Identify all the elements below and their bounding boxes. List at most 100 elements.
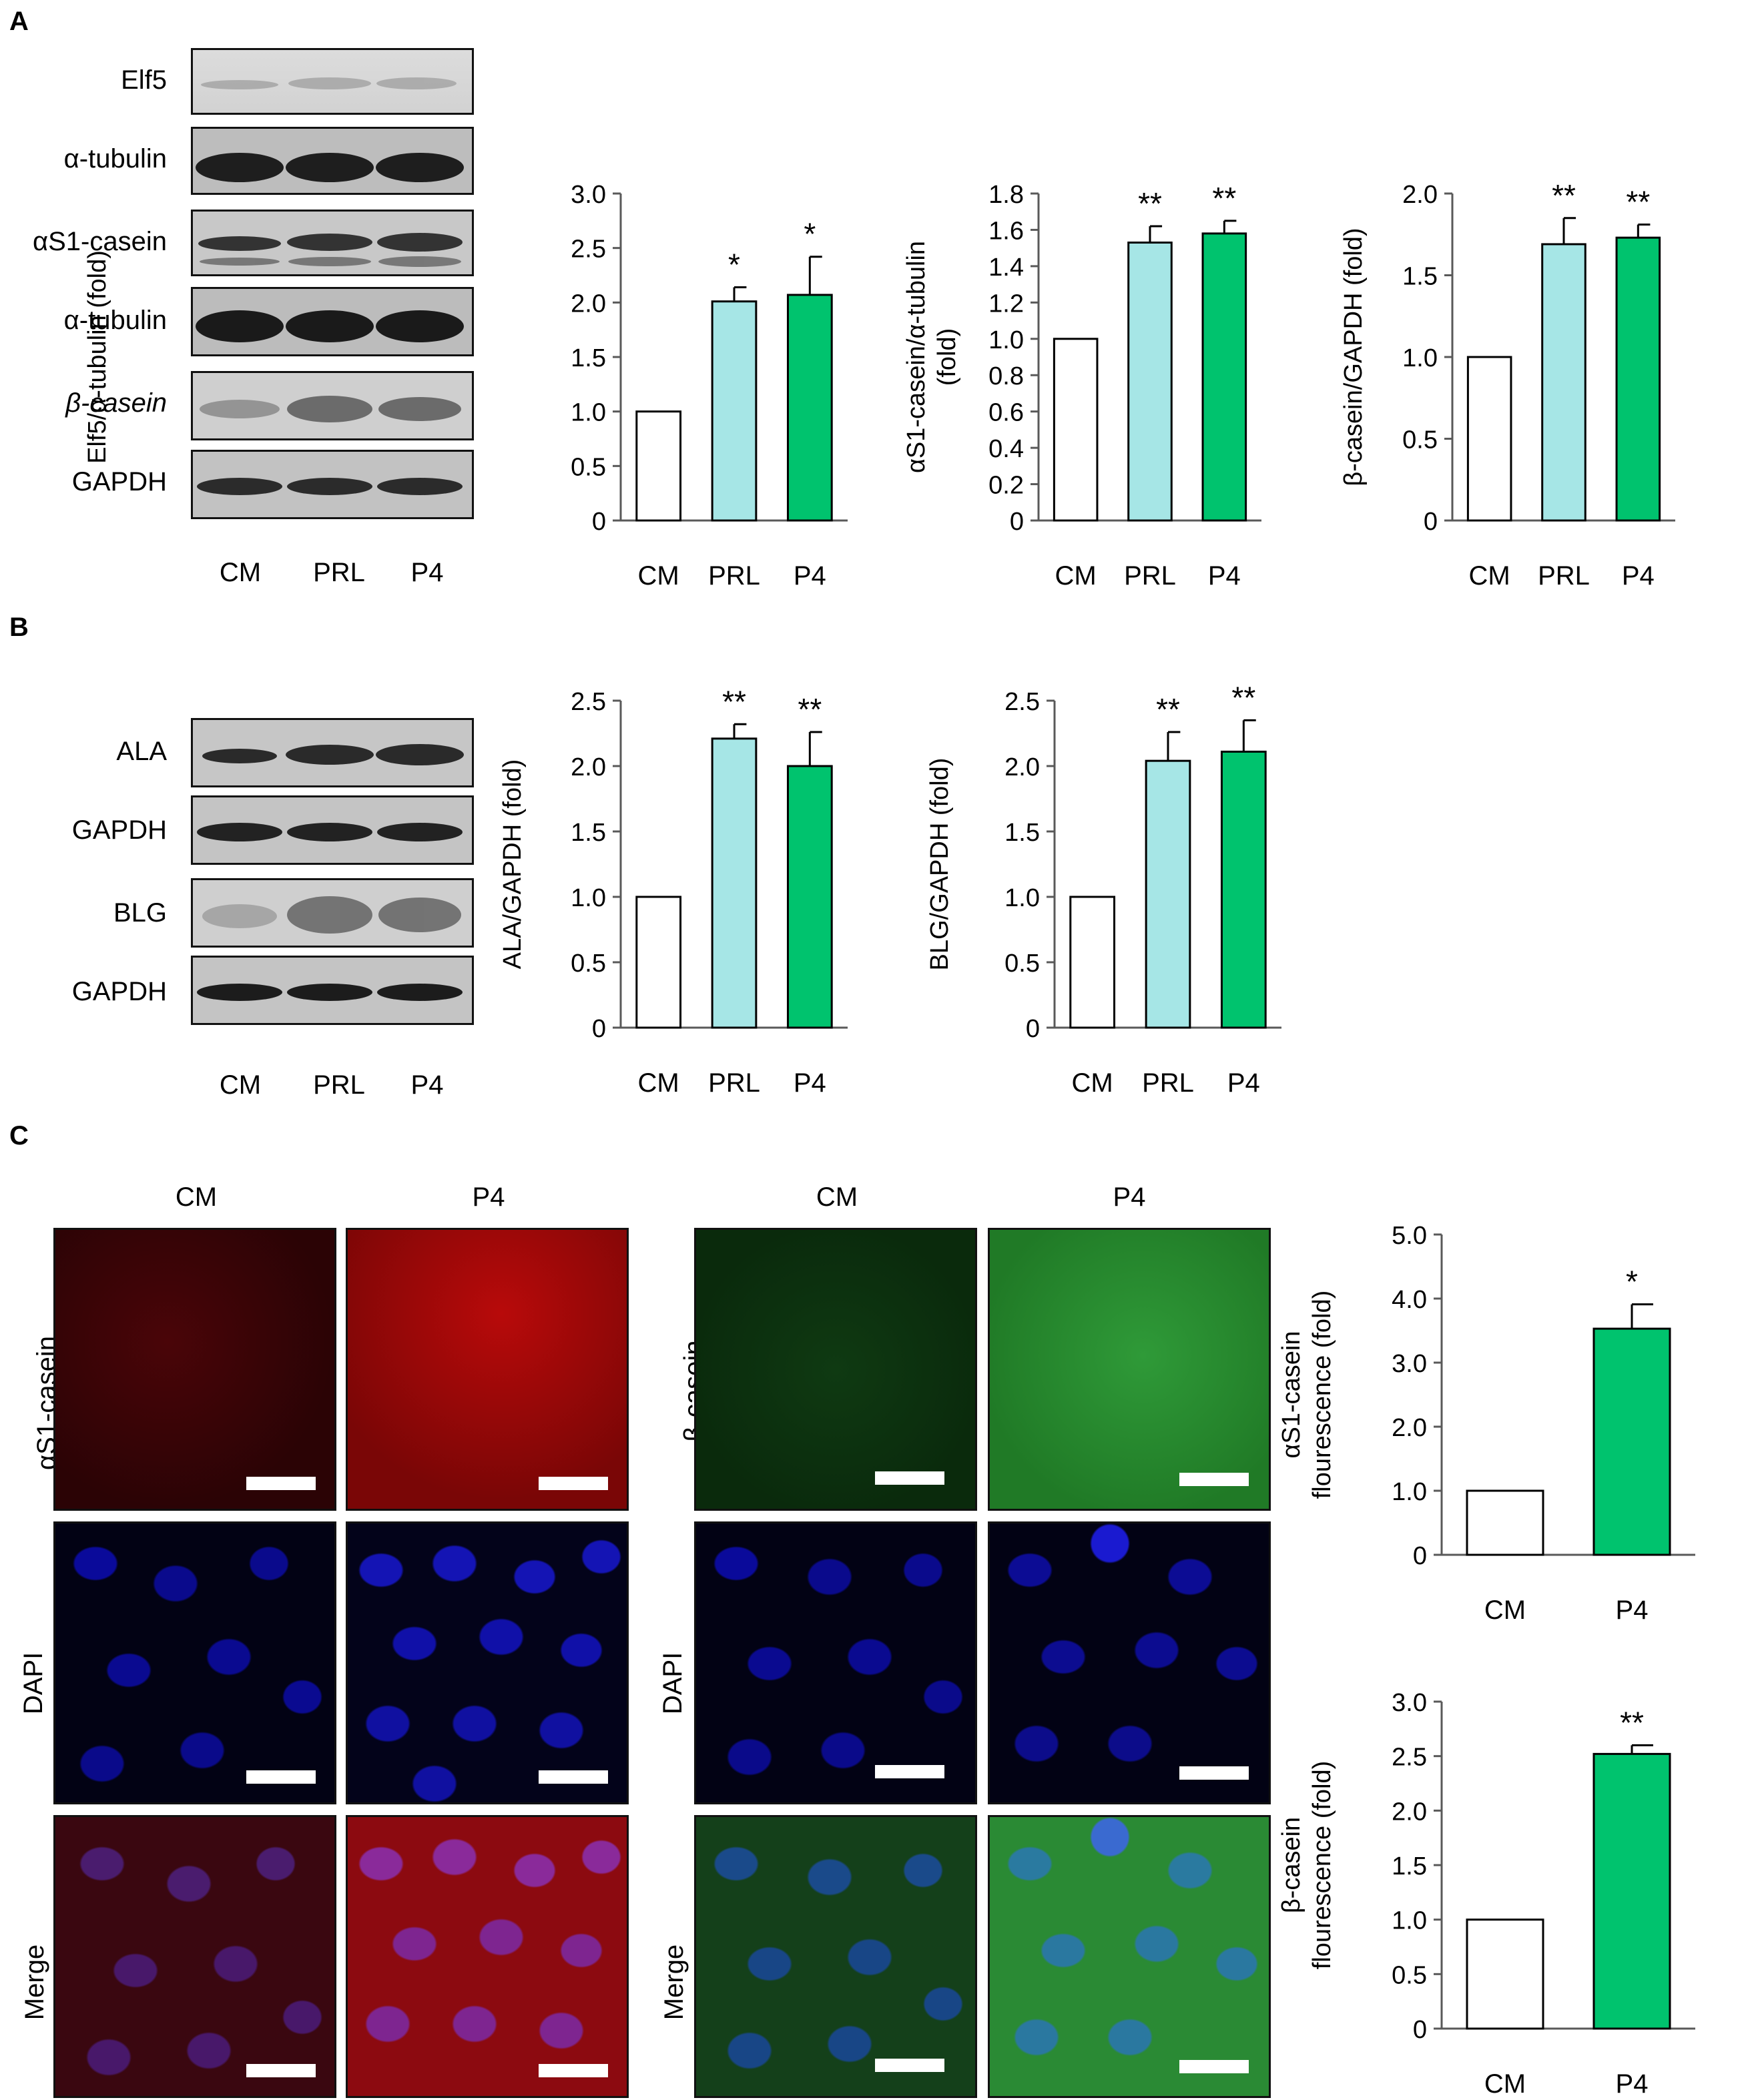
significance-label: ** — [1231, 680, 1255, 715]
x-tick-label: CM — [1469, 561, 1510, 591]
blot-tubulin-1 — [191, 127, 474, 195]
bar — [786, 765, 833, 1029]
scale-bar — [539, 1477, 608, 1490]
y-tick-label: 1.0 — [1004, 884, 1040, 912]
blot-as1-casein — [191, 210, 474, 276]
x-tick-label: P4 — [794, 1068, 826, 1098]
blot-label-elf5: Elf5 — [121, 65, 167, 95]
y-axis-label: αS1-casein — [1277, 1331, 1305, 1459]
y-tick-label: 0.5 — [1004, 950, 1040, 978]
y-tick-label: 1.0 — [1392, 1478, 1427, 1506]
x-tick-label: CM — [1072, 1068, 1113, 1098]
image-dapi-red-cm — [53, 1521, 336, 1804]
blot-label-b-casein: β-casein — [65, 388, 167, 418]
significance-label: ** — [1626, 185, 1650, 220]
col-label-green-cm: CM — [816, 1182, 858, 1212]
image-bcasein-p4 — [988, 1228, 1271, 1511]
blot-label-blg: BLG — [113, 898, 167, 928]
y-tick-label: 0.6 — [988, 399, 1024, 427]
y-axis-label: flourescence (fold) — [1308, 1761, 1336, 1970]
scale-bar — [875, 2059, 944, 2072]
lane-label-prl-b: PRL — [313, 1070, 365, 1100]
y-tick-label: 1.5 — [1004, 819, 1040, 847]
y-tick-label: 1.4 — [988, 254, 1024, 282]
bar — [711, 300, 758, 522]
x-tick-label: CM — [1484, 2069, 1526, 2099]
y-axis-label: (fold) — [933, 328, 961, 386]
image-dapi-red-p4 — [346, 1521, 629, 1804]
x-tick-label: CM — [638, 1068, 679, 1098]
y-tick-label: 5.0 — [1392, 1222, 1427, 1250]
col-label-green-p4: P4 — [1113, 1182, 1146, 1212]
significance-label: ** — [722, 684, 746, 719]
lane-label-prl: PRL — [313, 558, 365, 587]
significance-label: ** — [1212, 181, 1236, 216]
y-tick-label: 1.2 — [988, 290, 1024, 318]
lane-label-cm: CM — [219, 558, 262, 587]
y-tick-label: 2.5 — [571, 236, 606, 264]
scale-bar — [1179, 1473, 1249, 1486]
x-tick-label: PRL — [1538, 561, 1590, 591]
bar — [1053, 338, 1099, 522]
bar — [1127, 242, 1173, 522]
blot-label-ala: ALA — [116, 737, 167, 766]
y-axis-label: β-casein — [1277, 1817, 1305, 1913]
y-tick-label: 1.5 — [571, 344, 606, 372]
y-tick-label: 2.0 — [571, 753, 606, 781]
y-tick-label: 0 — [1413, 2016, 1427, 2044]
significance-label: ** — [1156, 692, 1180, 727]
blot-label-tubulin-1: α-tubulin — [63, 144, 167, 173]
col-label-red-p4: P4 — [472, 1182, 505, 1212]
y-tick-label: 0.2 — [988, 472, 1024, 500]
blot-label-gapdh-b2: GAPDH — [71, 977, 167, 1006]
blot-gapdh-a — [191, 450, 474, 519]
image-dapi-green-cm — [694, 1521, 977, 1804]
y-tick-label: 0.5 — [571, 950, 606, 978]
y-tick-label: 1.5 — [1392, 1852, 1427, 1880]
y-tick-label: 3.0 — [1392, 1689, 1427, 1717]
y-tick-label: 1.5 — [1402, 263, 1438, 291]
x-tick-label: P4 — [794, 561, 826, 591]
x-tick-label: PRL — [708, 1068, 760, 1098]
y-tick-label: 0.4 — [988, 435, 1024, 463]
x-tick-label: CM — [1055, 561, 1097, 591]
bar — [1069, 896, 1116, 1029]
significance-label: * — [804, 217, 816, 252]
blot-label-gapdh-b1: GAPDH — [71, 815, 167, 845]
y-axis-label: flourescence (fold) — [1308, 1291, 1336, 1499]
bar — [635, 410, 682, 522]
bar — [1615, 236, 1661, 522]
y-tick-label: 2.5 — [571, 688, 606, 716]
image-merge-green-cm — [694, 1815, 977, 2098]
bar — [1201, 232, 1247, 522]
y-tick-label: 1.0 — [571, 884, 606, 912]
bar — [1466, 356, 1512, 522]
panel-label-b: B — [9, 613, 29, 642]
bar — [1592, 1752, 1671, 2030]
y-tick-label: 0 — [592, 1015, 606, 1043]
blot-label-as1-casein: αS1-casein — [33, 227, 167, 256]
blot-tubulin-2 — [191, 287, 474, 356]
bar — [1466, 1489, 1544, 1556]
blot-elf5 — [191, 48, 474, 115]
y-tick-label: 4.0 — [1392, 1286, 1427, 1314]
y-tick-label: 0 — [1424, 508, 1438, 536]
scale-bar — [1179, 2060, 1249, 2073]
blot-gapdh-b2 — [191, 956, 474, 1025]
scale-bar — [875, 1471, 944, 1485]
significance-label: ** — [798, 692, 822, 727]
y-tick-label: 0.5 — [571, 453, 606, 481]
image-merge-green-p4 — [988, 1815, 1271, 2098]
significance-label: * — [728, 247, 740, 282]
bar — [1541, 243, 1586, 522]
bar — [635, 896, 682, 1029]
y-axis-label: αS1-casein/α-tubulin — [902, 241, 930, 473]
lane-label-p4-b: P4 — [410, 1070, 444, 1100]
image-bcasein-cm — [694, 1228, 977, 1511]
blot-label-tubulin-2: α-tubulin — [63, 306, 167, 335]
y-tick-label: 0.5 — [1402, 426, 1438, 454]
bar — [711, 737, 758, 1029]
